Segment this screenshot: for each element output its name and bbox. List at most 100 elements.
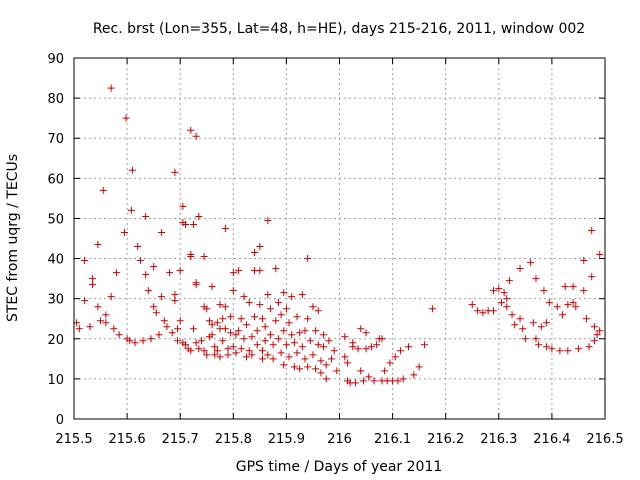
data-point <box>519 325 527 333</box>
data-point <box>150 263 158 271</box>
data-point <box>269 355 277 363</box>
data-point <box>182 341 190 349</box>
data-point <box>545 299 553 307</box>
data-point <box>320 343 328 351</box>
y-tick-label: 90 <box>47 52 64 67</box>
data-point <box>232 331 240 339</box>
data-point <box>553 303 561 311</box>
data-point <box>261 337 269 345</box>
data-point <box>564 347 572 355</box>
data-point <box>243 321 251 329</box>
data-point <box>288 331 296 339</box>
data-point <box>505 277 513 285</box>
data-point <box>479 309 487 317</box>
data-point <box>203 305 211 313</box>
data-point <box>171 168 179 176</box>
data-point <box>237 345 245 353</box>
data-point <box>556 347 564 355</box>
data-point <box>405 343 413 351</box>
data-point <box>166 269 174 277</box>
data-point <box>264 291 272 299</box>
data-point <box>590 337 598 345</box>
data-point <box>134 243 142 251</box>
x-axis-title: GPS time / Days of year 2011 <box>236 459 443 475</box>
data-point <box>155 331 163 339</box>
data-point <box>511 321 519 329</box>
chart-title: Rec. brst (Lon=355, Lat=48, h=HE), days … <box>93 21 585 37</box>
data-point <box>200 253 208 261</box>
data-point <box>227 329 235 337</box>
x-tick-label: 216.2 <box>427 432 464 447</box>
data-point <box>341 353 349 361</box>
data-point <box>237 315 245 323</box>
data-point <box>195 212 203 220</box>
data-point <box>367 343 375 351</box>
data-point <box>410 371 418 379</box>
data-point <box>94 303 102 311</box>
data-point <box>397 347 405 355</box>
data-point <box>322 361 330 369</box>
data-point <box>314 307 322 315</box>
data-point <box>256 267 264 275</box>
y-tick-label: 70 <box>47 132 64 147</box>
data-point <box>290 363 298 371</box>
data-point <box>195 345 203 353</box>
data-point <box>282 305 290 313</box>
data-point <box>580 287 588 295</box>
x-tick-label: 215.8 <box>215 432 252 447</box>
data-point <box>219 337 227 345</box>
data-point <box>282 341 290 349</box>
data-point <box>235 267 243 275</box>
data-point <box>304 363 312 371</box>
y-tick-label: 20 <box>47 333 64 348</box>
data-point <box>285 319 293 327</box>
data-point <box>320 331 328 339</box>
data-point <box>381 367 389 375</box>
data-point <box>259 355 267 363</box>
data-point <box>468 301 476 309</box>
data-point <box>182 220 190 228</box>
data-point <box>357 325 365 333</box>
data-point <box>253 327 261 335</box>
data-point <box>266 331 274 339</box>
data-point <box>251 313 259 321</box>
data-point <box>248 333 256 341</box>
x-tick-labels: 215.5 215.6 215.7 215.8 215.9 216 216.1 216.2 21… <box>55 432 623 447</box>
x-tick-label: 215.7 <box>162 432 199 447</box>
y-tick-label: 10 <box>47 373 64 388</box>
data-point <box>243 353 251 361</box>
data-point <box>208 283 216 291</box>
data-point <box>272 317 280 325</box>
data-point <box>301 327 309 335</box>
data-point <box>588 273 596 281</box>
data-point <box>272 265 280 273</box>
data-point <box>259 347 267 355</box>
y-axis-title: STEC from uqrg / TECUs <box>5 154 21 322</box>
data-point <box>495 285 503 293</box>
data-point <box>176 267 184 275</box>
data-point <box>171 297 179 305</box>
data-point <box>537 323 545 331</box>
data-point <box>102 311 110 319</box>
data-point <box>235 327 243 335</box>
data-point <box>280 361 288 369</box>
data-point <box>107 293 115 301</box>
data-point <box>564 301 572 309</box>
data-point <box>131 339 139 347</box>
data-point <box>521 335 529 343</box>
data-point <box>386 359 394 367</box>
data-point <box>174 325 182 333</box>
data-point <box>102 319 110 327</box>
data-point <box>163 323 171 331</box>
data-point <box>168 329 176 337</box>
data-point <box>94 241 102 249</box>
data-point <box>328 355 336 363</box>
data-point <box>126 337 134 345</box>
data-point <box>259 315 267 323</box>
data-point <box>293 313 301 321</box>
data-point <box>574 345 582 353</box>
data-point <box>142 271 150 279</box>
data-point <box>221 303 229 311</box>
data-point <box>81 257 89 265</box>
